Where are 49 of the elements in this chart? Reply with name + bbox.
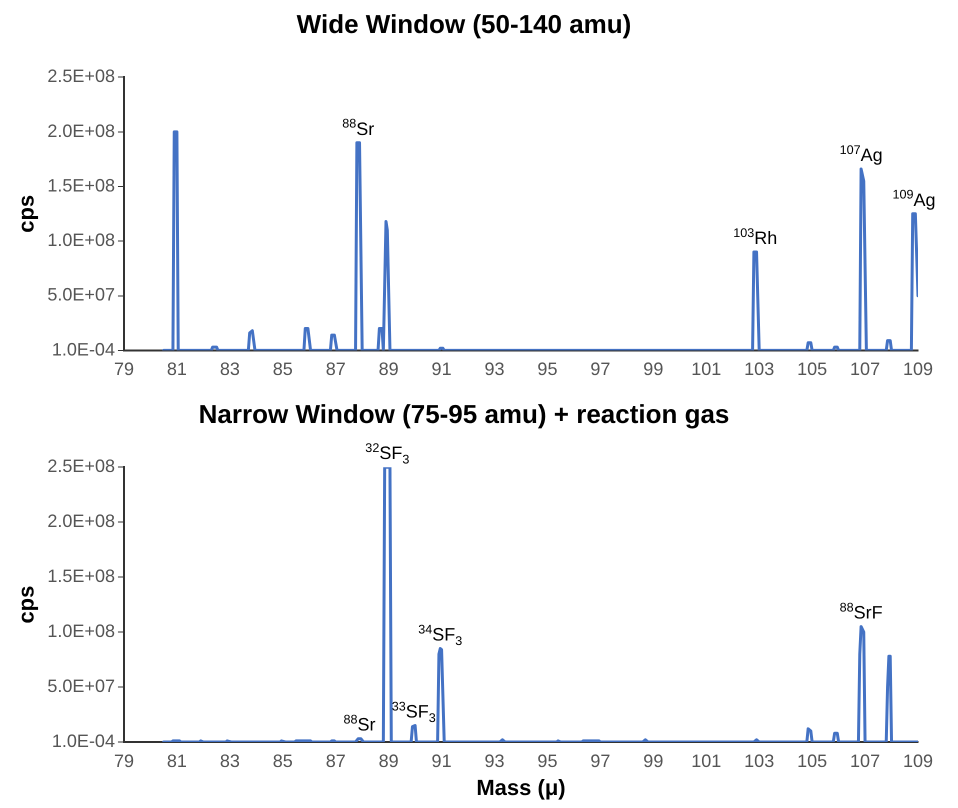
y-tick-label: 1.0E+08 xyxy=(47,621,115,642)
y-tick-label: 1.5E+08 xyxy=(47,566,115,586)
x-tick-label: 105 xyxy=(797,750,828,771)
x-tick-label: 91 xyxy=(432,359,452,380)
y-tick-label: 1.0E-04 xyxy=(52,339,115,360)
y-tick-label: 1.0E-04 xyxy=(52,730,115,751)
x-tick-label: 105 xyxy=(797,359,828,380)
y-tick-label: 2.0E+08 xyxy=(47,120,115,141)
x-tick-label: 101 xyxy=(691,359,722,380)
x-tick-label: 109 xyxy=(902,359,934,380)
x-tick-label: 85 xyxy=(272,359,293,380)
x-axis-title: Mass (μ) xyxy=(476,774,566,800)
x-tick-label: 107 xyxy=(850,750,880,771)
x-tick-label: 101 xyxy=(691,750,722,771)
x-tick-label: 81 xyxy=(166,750,187,771)
x-tick-label: 103 xyxy=(744,750,774,771)
x-tick-label: 95 xyxy=(537,750,558,771)
x-tick-label: 103 xyxy=(744,359,774,380)
y-tick-label: 2.5E+08 xyxy=(47,456,115,476)
x-tick-label: 91 xyxy=(432,750,452,771)
x-tick-label: 87 xyxy=(326,359,346,380)
x-tick-label: 93 xyxy=(484,359,505,380)
x-tick-label: 99 xyxy=(643,359,664,380)
x-tick-label: 99 xyxy=(643,750,664,771)
x-tick-label: 81 xyxy=(166,359,187,380)
y-tick-label: 1.0E+08 xyxy=(47,230,115,250)
x-tick-label: 79 xyxy=(114,750,134,771)
x-tick-label: 89 xyxy=(378,359,399,380)
chart-title: Narrow Window (75-95 amu) + reaction gas xyxy=(198,398,730,429)
y-axis-title: cps xyxy=(13,586,38,624)
y-tick-label: 1.5E+08 xyxy=(47,175,115,196)
x-tick-label: 109 xyxy=(902,750,934,771)
y-tick-label: 5.0E+07 xyxy=(47,676,115,696)
y-axis-title: cps xyxy=(13,194,38,233)
x-tick-label: 107 xyxy=(850,359,880,380)
x-tick-label: 85 xyxy=(272,750,293,771)
x-tick-label: 97 xyxy=(590,750,610,771)
x-tick-label: 87 xyxy=(326,750,346,771)
x-tick-label: 83 xyxy=(220,359,240,380)
chart-title: Wide Window (50-140 amu) xyxy=(296,8,632,39)
y-tick-label: 2.0E+08 xyxy=(47,511,115,532)
y-tick-label: 2.5E+08 xyxy=(47,66,115,86)
x-tick-label: 79 xyxy=(114,359,134,380)
x-tick-label: 89 xyxy=(378,750,399,771)
x-tick-label: 95 xyxy=(537,359,558,380)
x-tick-label: 97 xyxy=(590,359,610,380)
x-tick-label: 93 xyxy=(484,750,505,771)
x-tick-label: 83 xyxy=(220,750,240,771)
y-tick-label: 5.0E+07 xyxy=(47,284,115,305)
